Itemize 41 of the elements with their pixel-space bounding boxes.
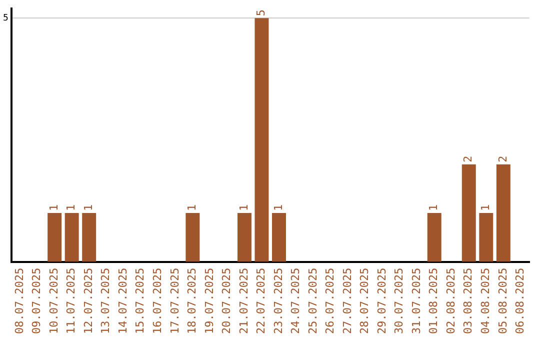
x-tick-label: 09.07.2025: [30, 268, 44, 334]
x-tick-label: 15.07.2025: [134, 268, 147, 334]
x-tick-label: 12.07.2025: [82, 268, 95, 334]
x-tick-label: 19.07.2025: [202, 268, 216, 334]
data-label: 1: [47, 204, 60, 212]
data-label: 1: [237, 204, 250, 212]
x-tick-label: 25.07.2025: [306, 268, 320, 334]
x-tick-label: 16.07.2025: [151, 268, 164, 334]
x-tick-label: 29.07.2025: [375, 268, 388, 334]
data-label: 5: [254, 10, 268, 16]
x-tick-label: 31.07.2025: [410, 268, 423, 334]
x-tick-label: 02.08.2025: [444, 268, 458, 334]
x-tick-label: 24.07.2025: [289, 268, 302, 334]
x-tick-label: 03.08.2025: [462, 268, 475, 334]
x-tick-label: 17.07.2025: [168, 268, 182, 334]
x-tick-label: 10.07.2025: [47, 268, 60, 334]
x-tick-label: 20.07.2025: [220, 268, 234, 334]
x-tick-label: 04.08.2025: [479, 268, 492, 334]
data-label: 1: [427, 204, 440, 212]
data-label: 1: [479, 204, 492, 212]
data-label: 2: [496, 156, 510, 162]
x-tick-label: 13.07.2025: [99, 268, 112, 334]
data-label: 1: [272, 204, 285, 212]
data-label: 1: [64, 204, 78, 212]
data-label: 1: [186, 204, 199, 212]
x-tick-label: 26.07.2025: [324, 268, 337, 334]
x-tick-label: 01.08.2025: [427, 268, 440, 334]
data-label: 1: [82, 204, 95, 212]
x-tick-label: 06.08.2025: [514, 268, 527, 334]
x-tick-label: 18.07.2025: [186, 268, 199, 334]
x-tick-label: 27.07.2025: [340, 268, 354, 334]
x-tick-label: 21.07.2025: [237, 268, 250, 334]
x-tick-label: 30.07.2025: [392, 268, 406, 334]
x-tick-label: 22.07.2025: [254, 268, 268, 334]
x-tick-label: 14.07.2025: [116, 268, 130, 334]
x-tick-label: 05.08.2025: [496, 268, 510, 334]
x-tick-label: 28.07.2025: [358, 268, 372, 334]
data-label: 2: [462, 156, 475, 162]
x-tick-label: 08.07.2025: [12, 268, 26, 334]
x-tick-label: 23.07.2025: [272, 268, 285, 334]
x-tick-label: 11.07.2025: [64, 268, 78, 334]
